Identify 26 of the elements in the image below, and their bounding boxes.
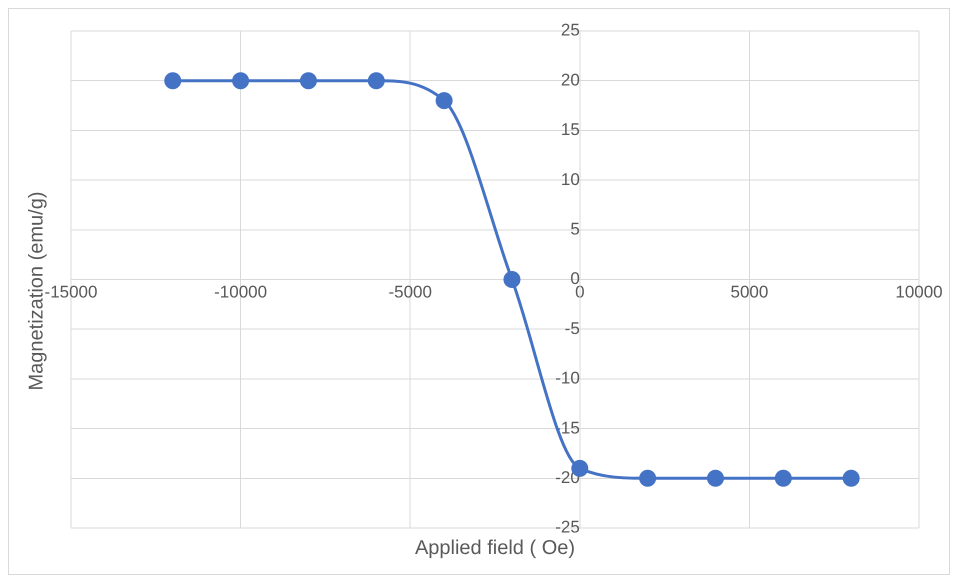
y-tick-label: -10	[555, 368, 580, 388]
x-tick-label: 10000	[895, 282, 943, 302]
y-axis-title: Magnetization (emu/g)	[26, 192, 48, 390]
point	[639, 470, 656, 487]
y-tick-label: -25	[555, 518, 580, 537]
y-tick-label: 5	[570, 219, 580, 238]
point	[503, 271, 520, 288]
y-tick-label: 15	[560, 120, 580, 140]
x-tick-label: 5000	[730, 282, 768, 302]
point	[842, 470, 860, 487]
point	[706, 470, 724, 487]
point	[164, 72, 182, 90]
point	[232, 72, 250, 90]
x-tick-label: -5000	[388, 282, 432, 302]
point	[774, 470, 792, 487]
y-tick-label: -15	[555, 418, 580, 438]
point	[436, 92, 453, 110]
x-tick-label: -15000	[44, 282, 98, 302]
point	[300, 72, 317, 90]
x-tick-label: -10000	[214, 282, 268, 302]
y-tick-label: -5	[564, 318, 580, 338]
y-tick-label: 25	[560, 20, 580, 40]
y-tick-label: 10	[560, 170, 580, 189]
x-axis-title: Applied field ( Oe)	[414, 537, 576, 560]
y-tick-label: 20	[560, 70, 580, 90]
point	[368, 72, 385, 90]
